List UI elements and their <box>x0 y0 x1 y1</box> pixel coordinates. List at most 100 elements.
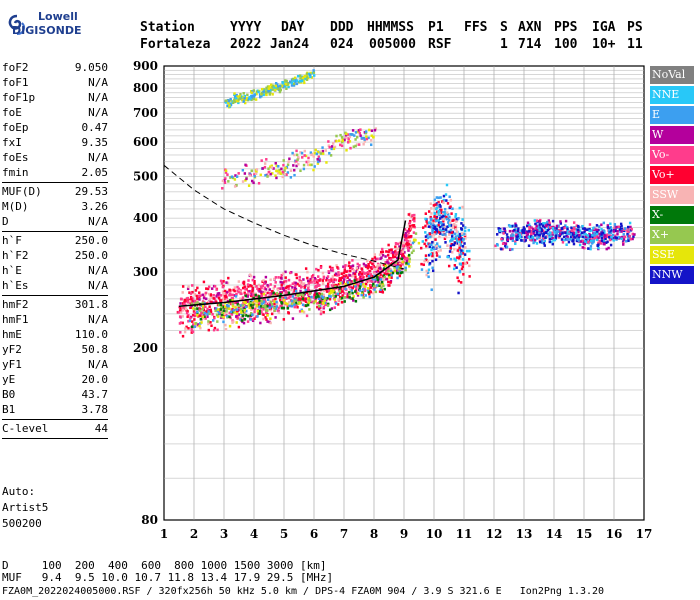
echo-point <box>514 227 517 231</box>
echo-point <box>307 282 310 285</box>
echo-point <box>309 277 312 281</box>
echo-point <box>587 247 590 250</box>
echo-point <box>258 309 261 313</box>
param-row: h`Es N/A <box>2 278 108 293</box>
echo-point <box>237 287 241 291</box>
echo-point <box>207 310 210 313</box>
echo-point <box>246 93 249 97</box>
echo-point <box>527 244 531 247</box>
echo-point <box>573 234 577 237</box>
echo-point <box>551 219 555 223</box>
echo-point <box>569 238 572 241</box>
echo-point <box>235 308 239 311</box>
echo-point <box>344 277 347 281</box>
echo-point <box>282 272 285 275</box>
echo-point <box>348 140 352 143</box>
echo-point <box>399 257 402 261</box>
echo-point <box>247 302 250 306</box>
echo-point <box>295 82 298 86</box>
echo-point <box>579 240 582 243</box>
echo-point <box>622 238 626 241</box>
echo-point <box>320 302 323 306</box>
echo-point <box>294 301 298 305</box>
echo-point <box>344 287 347 291</box>
echo-point <box>348 266 352 270</box>
echo-point <box>381 247 384 251</box>
echo-point <box>201 315 205 319</box>
echo-point <box>244 98 247 102</box>
echo-point <box>317 307 321 311</box>
echo-point <box>329 295 332 298</box>
echo-point <box>227 276 230 280</box>
echo-point <box>223 292 226 295</box>
auto-program: Artist5 <box>2 501 49 514</box>
echo-point <box>501 247 504 251</box>
echo-point <box>191 307 195 310</box>
echo-point <box>191 330 195 334</box>
echo-point <box>354 290 357 293</box>
echo-point <box>409 225 412 228</box>
echo-point <box>321 271 325 275</box>
echo-point <box>436 249 440 253</box>
echo-point <box>572 242 576 246</box>
echo-point <box>374 277 377 281</box>
echo-point <box>597 236 600 239</box>
echo-point <box>434 238 437 241</box>
echo-point <box>426 222 429 225</box>
echo-point <box>237 172 240 175</box>
echo-point <box>241 304 245 307</box>
echo-point <box>208 305 211 309</box>
echo-point <box>266 85 270 88</box>
param-value: N/A <box>88 76 108 89</box>
param-name: B0 <box>2 388 16 401</box>
echo-point <box>363 289 367 293</box>
echo-point <box>325 288 328 292</box>
echo-point <box>600 223 603 227</box>
echo-point <box>369 261 372 264</box>
echo-point <box>527 235 531 238</box>
echo-point <box>299 79 302 83</box>
echo-point <box>383 275 387 279</box>
echo-point <box>222 306 226 309</box>
echo-point <box>220 282 224 285</box>
echo-point <box>219 308 223 311</box>
echo-point <box>534 227 538 230</box>
echo-point <box>263 165 267 169</box>
echo-point <box>228 307 231 311</box>
param-value: N/A <box>88 151 108 164</box>
echo-point <box>305 75 309 79</box>
echo-point <box>326 296 329 300</box>
echo-point <box>461 265 465 268</box>
echo-point <box>341 290 344 293</box>
echo-point <box>435 224 439 228</box>
echo-point <box>408 235 411 239</box>
echo-point <box>303 299 306 302</box>
echo-point <box>270 164 274 168</box>
echo-point <box>526 233 529 236</box>
echo-point <box>523 229 526 232</box>
echo-point <box>349 269 352 273</box>
echo-point <box>279 298 282 302</box>
echo-point <box>410 245 413 249</box>
echo-point <box>433 212 436 216</box>
param-row: foE N/A <box>2 105 108 120</box>
echo-point <box>286 306 289 310</box>
echo-point <box>361 269 364 272</box>
echo-point <box>281 170 285 174</box>
echo-point <box>592 226 595 230</box>
echo-point <box>430 225 434 229</box>
echo-point <box>227 301 230 305</box>
echo-point <box>260 290 263 294</box>
echo-point <box>430 212 433 215</box>
echo-point <box>367 136 370 140</box>
echo-point <box>535 229 538 233</box>
echo-point <box>332 285 335 289</box>
echo-point <box>299 169 302 173</box>
echo-point <box>362 278 365 281</box>
echo-point <box>548 221 551 225</box>
param-value: 50.8 <box>81 343 109 356</box>
param-row: h`F2 250.0 <box>2 248 108 263</box>
echo-point <box>346 295 349 298</box>
echo-point <box>326 304 330 307</box>
echo-point <box>313 281 317 285</box>
